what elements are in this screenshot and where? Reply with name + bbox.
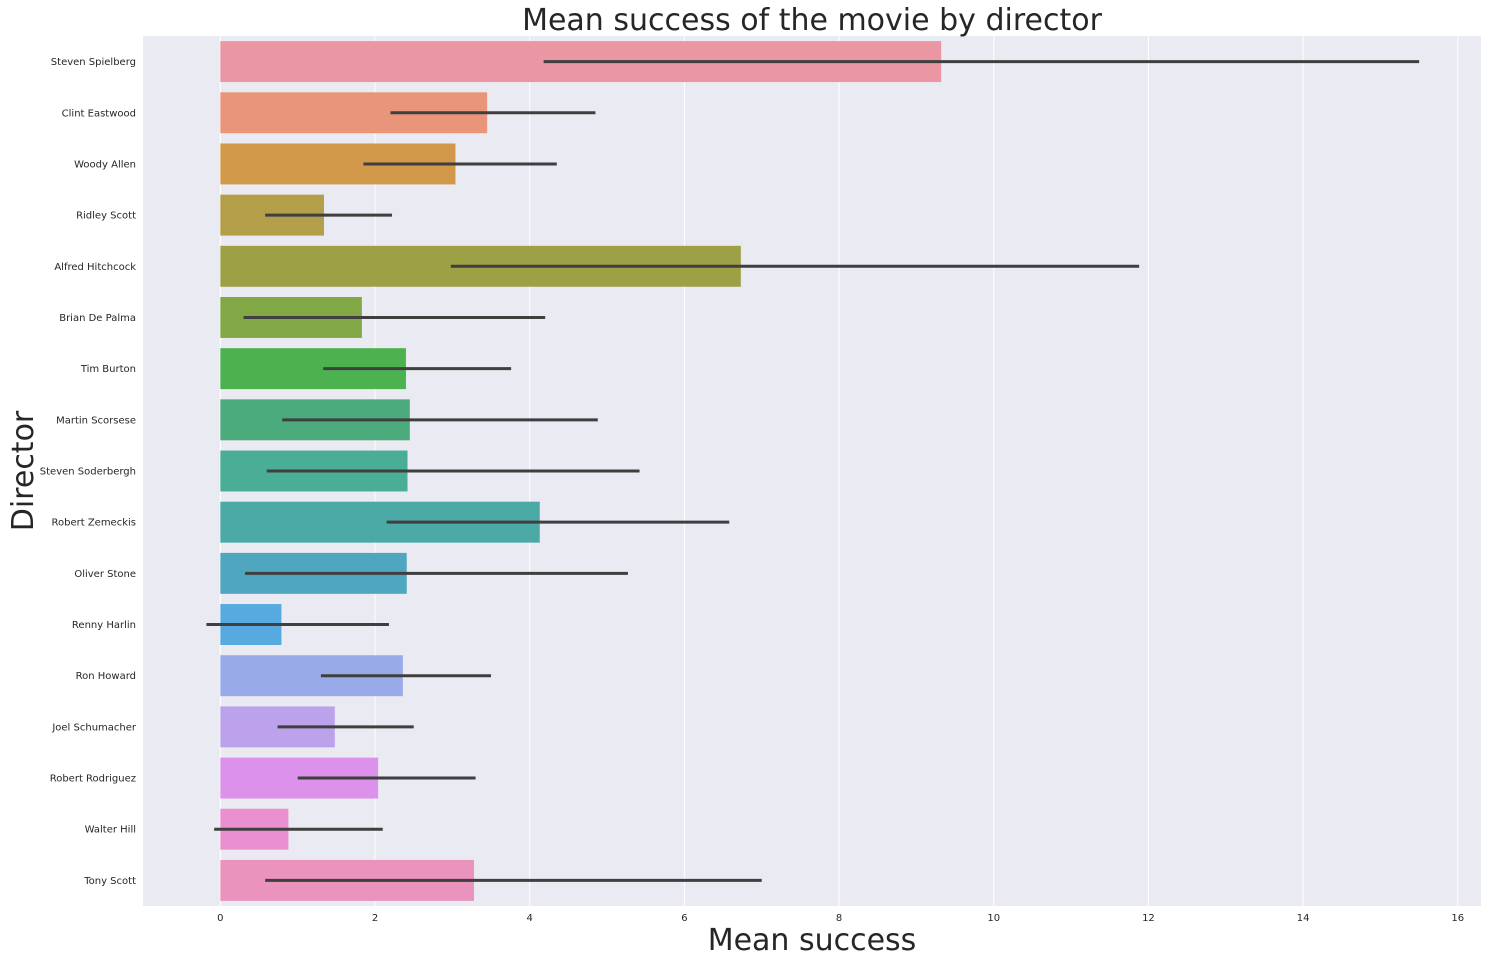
x-tick-label: 12 bbox=[1142, 913, 1155, 924]
category-label: Renny Harlin bbox=[72, 620, 136, 631]
category-label: Ridley Scott bbox=[76, 211, 136, 222]
x-tick-label: 4 bbox=[527, 913, 533, 924]
y-axis-title: Director bbox=[6, 410, 41, 531]
x-tick-label: 2 bbox=[372, 913, 378, 924]
category-label: Robert Rodriguez bbox=[50, 774, 136, 785]
x-tick-label: 16 bbox=[1451, 913, 1464, 924]
category-label: Martin Scorsese bbox=[56, 415, 136, 426]
x-tick-label: 14 bbox=[1297, 913, 1310, 924]
category-label: Tim Burton bbox=[80, 364, 136, 375]
category-label: Ron Howard bbox=[76, 671, 136, 682]
category-label: Oliver Stone bbox=[74, 569, 136, 580]
category-label: Alfred Hitchcock bbox=[54, 262, 136, 273]
category-label: Robert Zemeckis bbox=[51, 518, 136, 529]
category-labels: Steven Spielberg Clint Eastwood Woody Alle… bbox=[40, 57, 137, 887]
error-bars bbox=[206, 60, 1420, 882]
x-tick-labels: 0 2 4 6 8 10 12 14 16 bbox=[217, 913, 1464, 924]
category-label: Clint Eastwood bbox=[62, 108, 136, 119]
chart-title: Mean success of the movie by director bbox=[522, 3, 1102, 38]
x-axis-title: Mean success bbox=[708, 923, 917, 958]
x-tick-label: 10 bbox=[987, 913, 1000, 924]
category-label: Brian De Palma bbox=[59, 313, 136, 324]
x-tick-label: 0 bbox=[217, 913, 223, 924]
category-label: Tony Scott bbox=[83, 876, 136, 887]
category-label: Joel Schumacher bbox=[51, 722, 137, 733]
category-label: Woody Allen bbox=[74, 159, 136, 170]
x-tick-label: 6 bbox=[681, 913, 687, 924]
category-label: Walter Hill bbox=[85, 825, 136, 836]
category-label: Steven Spielberg bbox=[51, 57, 136, 68]
x-tick-label: 8 bbox=[836, 913, 842, 924]
category-label: Steven Soderbergh bbox=[40, 467, 136, 478]
